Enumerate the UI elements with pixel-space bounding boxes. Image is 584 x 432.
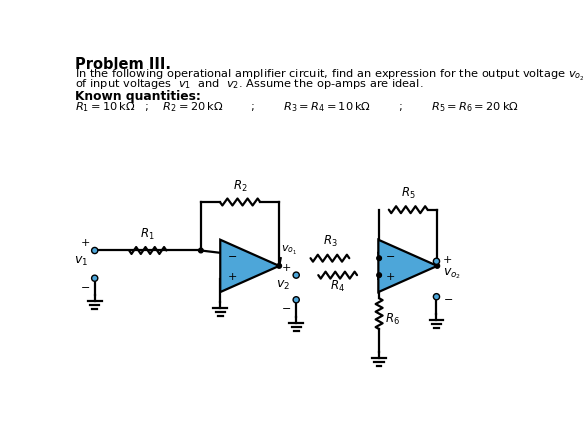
Text: $+$: $+$: [227, 271, 237, 283]
Text: $+$: $+$: [385, 271, 395, 283]
Text: $R_6$: $R_6$: [385, 312, 400, 327]
Text: $R_4$: $R_4$: [330, 279, 345, 294]
Circle shape: [92, 275, 98, 281]
Text: $v_{o_2}$: $v_{o_2}$: [443, 266, 461, 281]
Text: $R_5$: $R_5$: [401, 186, 416, 201]
Polygon shape: [378, 240, 437, 292]
Text: +: +: [282, 263, 291, 273]
Text: $-$: $-$: [80, 280, 90, 291]
Circle shape: [377, 273, 381, 277]
Circle shape: [277, 264, 281, 268]
Text: $R_2$: $R_2$: [232, 178, 247, 194]
Text: of input voltages  $v_1$  and  $v_2$. Assume the op-amps are ideal.: of input voltages $v_1$ and $v_2$. Assum…: [75, 77, 424, 91]
Text: $-$: $-$: [443, 293, 453, 303]
Polygon shape: [220, 240, 279, 292]
Text: $-$: $-$: [281, 302, 291, 312]
Circle shape: [433, 258, 440, 264]
Text: $v_2$: $v_2$: [276, 280, 290, 292]
Circle shape: [293, 297, 300, 303]
Circle shape: [435, 264, 440, 268]
Text: +: +: [443, 255, 452, 265]
Text: $v_{o_1}$: $v_{o_1}$: [281, 244, 297, 257]
Text: $R_3$: $R_3$: [322, 234, 338, 249]
Text: Known quantities:: Known quantities:: [75, 90, 201, 103]
Text: $v_1$: $v_1$: [74, 255, 89, 268]
Text: +: +: [81, 238, 90, 248]
Circle shape: [377, 256, 381, 260]
Circle shape: [92, 248, 98, 254]
Text: Problem III.: Problem III.: [75, 57, 171, 72]
Text: $-$: $-$: [227, 250, 237, 260]
Circle shape: [293, 272, 300, 278]
Text: $-$: $-$: [385, 250, 395, 260]
Text: $R_1$: $R_1$: [141, 227, 155, 242]
Text: $R_1 = 10\,\mathrm{k\Omega}$   ;    $R_2 = 20\,\mathrm{k\Omega}$        ;       : $R_1 = 10\,\mathrm{k\Omega}$ ; $R_2 = 20…: [75, 100, 519, 114]
Text: In the following operational amplifier circuit, find an expression for the outpu: In the following operational amplifier c…: [75, 68, 584, 83]
Circle shape: [433, 294, 440, 300]
Circle shape: [199, 248, 203, 253]
